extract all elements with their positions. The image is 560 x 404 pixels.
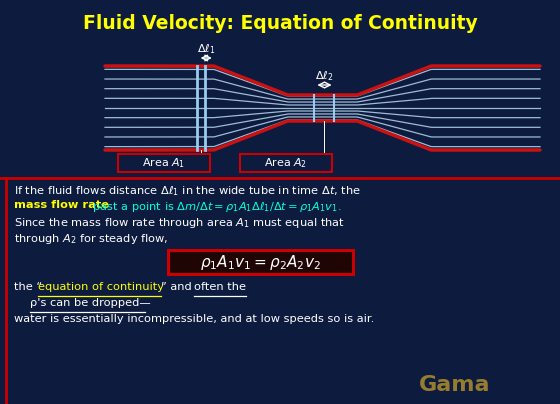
Text: Area $A_1$: Area $A_1$: [142, 156, 185, 170]
Text: If the fluid flows distance $\Delta\ell_1$ in the wide tube in time $\Delta t$, : If the fluid flows distance $\Delta\ell_…: [14, 184, 361, 198]
Text: Area $A_2$: Area $A_2$: [264, 156, 307, 170]
Text: ” and: ” and: [161, 282, 195, 292]
Text: water is essentially incompressible, and at low speeds so is air.: water is essentially incompressible, and…: [14, 314, 374, 324]
Bar: [118, 154, 210, 172]
Text: ρ's can be dropped—: ρ's can be dropped—: [30, 298, 151, 308]
Text: the “: the “: [14, 282, 42, 292]
Bar: [240, 154, 332, 172]
Text: $\Delta\ell_2$: $\Delta\ell_2$: [315, 69, 334, 83]
Text: through $A_2$ for steady flow,: through $A_2$ for steady flow,: [14, 232, 169, 246]
Text: past a point is $\Delta m/\Delta t = \rho_1 A_1 \Delta\ell_1/ \Delta t = \rho_1 : past a point is $\Delta m/\Delta t = \rh…: [89, 200, 342, 214]
Text: $\Delta\ell_1$: $\Delta\ell_1$: [197, 42, 216, 56]
Text: equation of continuity: equation of continuity: [38, 282, 164, 292]
Text: mass flow rate: mass flow rate: [14, 200, 109, 210]
Text: $\rho_1 A_1 v_1 = \rho_2 A_2 v_2$: $\rho_1 A_1 v_1 = \rho_2 A_2 v_2$: [200, 252, 321, 271]
Text: Since the mass flow rate through area $A_1$ must equal that: Since the mass flow rate through area $A…: [14, 216, 345, 230]
Text: often the: often the: [194, 282, 246, 292]
Text: Gama: Gama: [418, 375, 490, 395]
Bar: [168, 250, 353, 274]
Text: Fluid Velocity: Equation of Continuity: Fluid Velocity: Equation of Continuity: [83, 14, 477, 33]
